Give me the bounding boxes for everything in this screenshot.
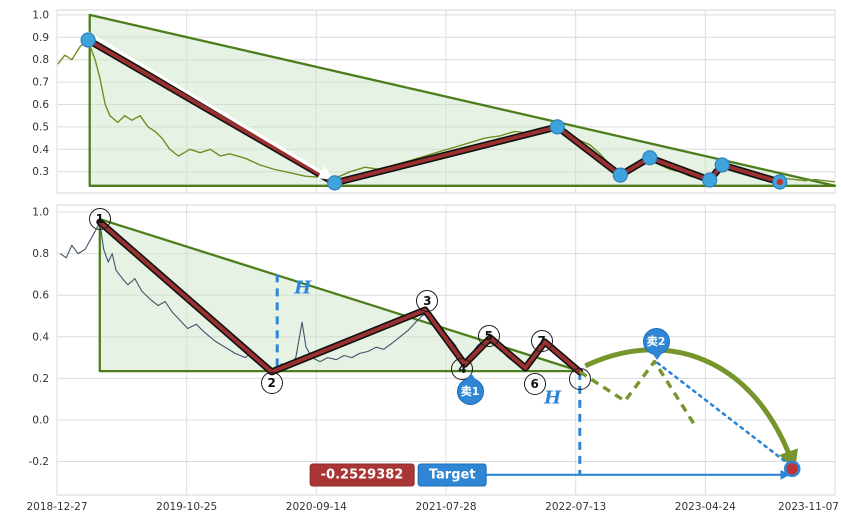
descending-triangle [88, 13, 837, 187]
x-tick-label: 2023-11-07 [778, 501, 839, 513]
y-tick-label: 0.8 [32, 248, 49, 260]
end-dot-core [776, 178, 783, 186]
x-tick-label: 2018-12-27 [26, 501, 87, 513]
projected-zigzag [578, 359, 698, 429]
y-tick-label: 1.0 [32, 9, 49, 21]
pivot-dot [80, 32, 96, 48]
projection-curved-arrow [584, 347, 798, 471]
pivot-dot [327, 175, 343, 191]
zigzag-wave-line [97, 220, 582, 374]
pivot-dot [549, 119, 565, 135]
y-tick-label: 0.4 [32, 144, 49, 156]
y-tick-label: 0.6 [32, 290, 49, 302]
y-tick-label: 0.3 [32, 166, 49, 178]
y-tick-label: 0.8 [32, 54, 49, 66]
y-tick-label: 0.0 [32, 415, 49, 427]
pivot-dot [702, 172, 718, 188]
y-tick-label: 0.4 [32, 331, 49, 343]
target-dot [783, 460, 801, 478]
x-tick-label: 2023-04-24 [675, 501, 736, 513]
pivot-dot [642, 150, 658, 166]
pivot-dot [714, 157, 730, 173]
y-tick-label: 0.6 [32, 99, 49, 111]
pivot-dot [612, 167, 628, 183]
y-tick-label: 1.0 [32, 207, 49, 219]
y-tick-label: 0.9 [32, 32, 49, 44]
y-tick-label: 0.5 [32, 121, 49, 133]
x-tick-label: 2022-07-13 [545, 501, 606, 513]
target-dotted-line [656, 361, 792, 467]
x-tick-label: 2019-10-25 [156, 501, 217, 513]
y-tick-label: -0.2 [29, 456, 50, 468]
descending-triangle [98, 217, 581, 373]
x-tick-label: 2020-09-14 [286, 501, 347, 513]
channel-inner-line [84, 30, 334, 180]
y-tick-label: 0.7 [32, 77, 49, 89]
x-tick-label: 2021-07-28 [415, 501, 476, 513]
y-tick-label: 0.2 [32, 373, 49, 385]
